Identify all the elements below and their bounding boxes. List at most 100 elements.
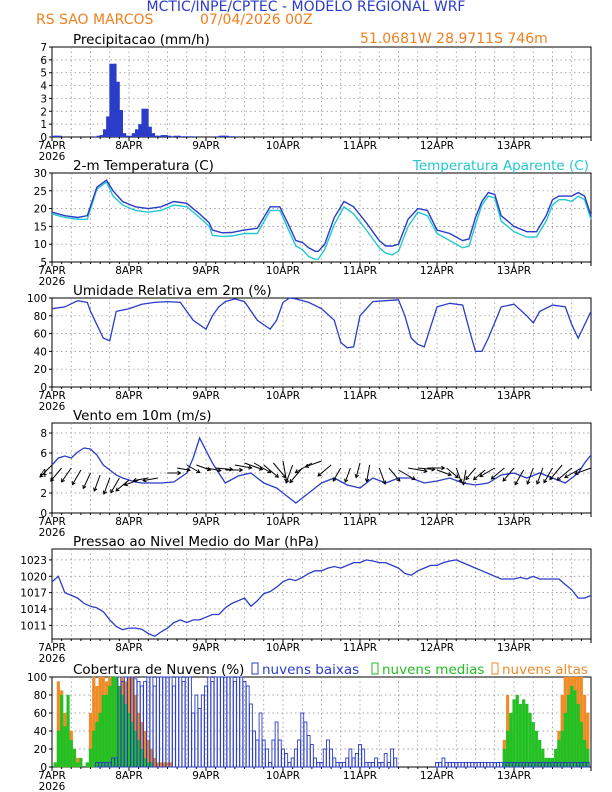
cloud-bar	[60, 694, 64, 768]
wind-barb	[82, 472, 91, 489]
station-name: RS SAO MARCOS	[36, 12, 154, 28]
cloud-bar	[496, 762, 500, 768]
wind-barb-head	[423, 468, 428, 474]
pressure-xtick-label: 7APR	[38, 642, 66, 654]
cloud-bar	[332, 757, 337, 768]
precip-bar	[118, 133, 127, 137]
wind-barb-head	[132, 477, 137, 483]
cloud-bar	[438, 762, 443, 768]
wind-barb	[408, 467, 427, 472]
precip-ytick-label: 4	[40, 81, 47, 93]
precip-xtick-label: 9APR	[192, 140, 220, 152]
cloud-bar	[364, 762, 369, 768]
wind-barb-head	[514, 481, 519, 486]
wind-xtick-label: 10APR	[266, 516, 300, 528]
cloud-bar	[95, 721, 99, 768]
cloud-bar	[509, 712, 513, 768]
wind-barb	[253, 462, 271, 473]
wind-barb	[549, 464, 563, 480]
cloud-bar	[216, 676, 221, 768]
wind-barb-head	[285, 479, 290, 484]
wind-barb-head	[50, 477, 55, 482]
cloud-bar	[85, 762, 89, 768]
precip-ytick-label: 7	[40, 42, 47, 54]
precip-bar	[141, 108, 149, 137]
wind-barb-head	[465, 475, 470, 481]
cloud-bar	[370, 762, 375, 768]
cloud-bar	[374, 757, 378, 768]
wind-barb	[355, 462, 361, 478]
cloud-bar	[345, 757, 350, 768]
cloud-bar	[447, 762, 452, 768]
wind-barb	[388, 467, 401, 482]
cloud-legend-swatch	[371, 662, 379, 675]
wind-barb	[514, 469, 525, 485]
cloud-bar	[69, 739, 73, 768]
temp-year-label: 2026	[39, 276, 66, 288]
cloud-bar	[505, 730, 510, 768]
wind-xtick-label: 12APR	[420, 516, 454, 528]
cloud-bar	[573, 690, 577, 768]
cloud-bar	[226, 676, 231, 768]
wind-barb-head	[274, 473, 280, 478]
wind-xtick-label: 9APR	[192, 516, 220, 528]
cloud-bar	[287, 762, 292, 768]
precip-xtick-label: 10APR	[266, 140, 300, 152]
pressure-xtick-label: 13APR	[497, 642, 531, 654]
wind-barb	[177, 467, 191, 471]
cloud-bar	[383, 753, 388, 768]
wind-barb	[526, 467, 534, 485]
humidity-xtick-label: 10APR	[266, 390, 300, 402]
cloud-bar	[101, 694, 105, 768]
wind-barb	[317, 464, 332, 477]
wind-barb-head	[93, 487, 98, 492]
cloud-bar	[293, 748, 298, 768]
temp-ytick-label: 30	[34, 168, 47, 180]
wind-barb-head	[110, 489, 115, 494]
cloud-bar	[309, 744, 314, 768]
wind-barb-head	[102, 490, 108, 495]
cloud-bar	[351, 757, 356, 768]
wind-ytick-label: 2	[40, 488, 47, 500]
cloud-bar	[229, 676, 234, 768]
wind-barb-head	[217, 467, 222, 473]
cloud-bar	[470, 762, 475, 768]
clouds-xtick-label: 7APR	[38, 770, 66, 782]
cloud-bar	[499, 762, 504, 768]
cloud-bar	[393, 757, 398, 768]
wind-barb	[436, 469, 452, 476]
wind-barb	[244, 462, 263, 470]
pressure-ytick-label: 1023	[20, 555, 47, 567]
cloud-bar	[265, 748, 269, 768]
wind-barb	[332, 467, 342, 482]
cloud-bar	[191, 712, 196, 768]
cloud-bar	[322, 748, 327, 768]
wind-barb	[143, 477, 158, 482]
wind-barb	[465, 467, 476, 480]
cloud-bar	[277, 739, 282, 768]
clouds-ytick-label: 20	[34, 744, 47, 756]
cloud-bar	[108, 685, 112, 768]
wind-barb-head	[60, 478, 65, 483]
wind-barb	[282, 460, 288, 482]
wind-barb	[71, 469, 82, 485]
cloud-bar	[483, 762, 488, 768]
cloud-bar	[451, 762, 455, 768]
wind-barb-head	[304, 463, 310, 468]
precip-title: Precipitacao (mm/h)	[73, 32, 210, 48]
humidity-ytick-label: 0	[40, 382, 47, 394]
cloud-bar	[390, 748, 394, 768]
wind-barb-head	[239, 467, 244, 473]
wind-xtick-label: 13APR	[497, 516, 531, 528]
cloud-bar	[306, 735, 311, 768]
cloud-bar	[178, 676, 183, 768]
cloud-bar	[329, 748, 334, 768]
cloud-bar	[367, 762, 372, 768]
cloud-legend-swatch	[491, 662, 499, 675]
cloud-bar	[162, 676, 167, 768]
humidity-frame	[51, 297, 592, 388]
wind-barb-head	[574, 470, 579, 475]
cloud-bar	[489, 762, 494, 768]
precip-ytick-label: 5	[40, 68, 47, 80]
